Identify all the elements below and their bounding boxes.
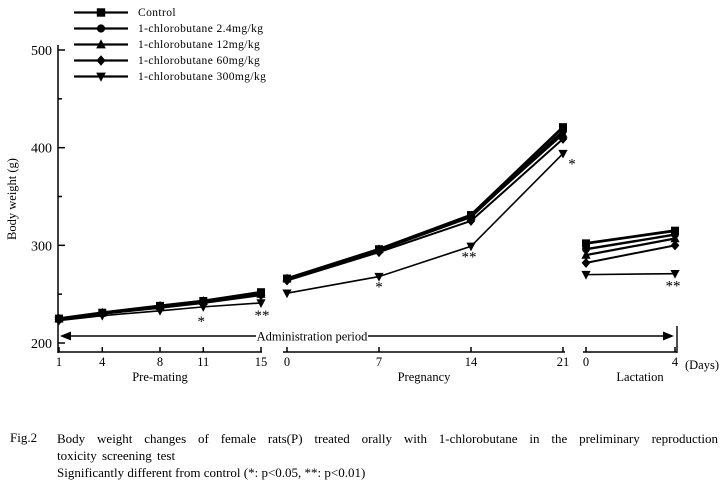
diamond-marker xyxy=(256,290,266,301)
square-marker xyxy=(671,226,679,235)
significance-marker: ** xyxy=(666,279,681,295)
diamond-marker xyxy=(96,55,106,66)
series-1-chlorobutane-2-4mg-kg xyxy=(55,127,679,324)
diamond-marker xyxy=(282,275,292,286)
circle-marker xyxy=(582,245,590,254)
triangle-down-marker xyxy=(581,270,591,280)
triangle-up-marker-icon xyxy=(74,38,128,51)
series-1-chlorobutane-12mg-kg xyxy=(54,128,680,323)
triangle-down-marker xyxy=(466,242,476,252)
circle-marker-icon xyxy=(74,22,128,35)
significance-marker: ** xyxy=(255,308,270,324)
significance-marker: * xyxy=(568,157,576,173)
legend-label: 1-chlorobutane 2.4mg/kg xyxy=(138,22,264,35)
x-tick-label: 21 xyxy=(557,355,570,369)
legend-label: Control xyxy=(138,6,176,19)
diamond-marker xyxy=(466,215,476,226)
series-1-chlorobutane-300mg-kg xyxy=(54,149,680,326)
x-tick-label: 0 xyxy=(284,355,290,369)
y-tick-label: 500 xyxy=(31,44,52,59)
x-tick-label: 4 xyxy=(672,355,679,369)
square-marker xyxy=(582,239,590,248)
triangle-down-marker xyxy=(198,303,208,312)
caption-text: Body weight changes of female rats(P) tr… xyxy=(57,430,718,481)
diamond-marker xyxy=(558,133,568,144)
significance-marker: ** xyxy=(462,249,477,265)
y-axis xyxy=(57,45,65,353)
triangle-down-marker xyxy=(256,299,266,308)
legend-item-control: Control xyxy=(74,6,266,19)
x-tick-label: 1 xyxy=(56,355,62,369)
legend-label: 1-chlorobutane 12mg/kg xyxy=(138,38,261,51)
triangle-down-marker xyxy=(96,72,106,82)
triangle-down-marker xyxy=(558,149,568,159)
triangle-down-marker-icon xyxy=(74,70,128,83)
square-marker xyxy=(559,123,567,132)
diamond-marker xyxy=(374,247,384,258)
circle-marker xyxy=(96,24,106,33)
y-axis-title: Body weight (g) xyxy=(5,158,19,240)
figure-label: Fig.2 xyxy=(10,430,38,445)
legend-item-1-chlorobutane-60mg-kg: 1-chlorobutane 60mg/kg xyxy=(74,54,266,67)
y-tick-label: 200 xyxy=(31,337,52,352)
legend-label: 1-chlorobutane 300mg/kg xyxy=(138,70,267,83)
x-axis-lactation xyxy=(583,347,677,353)
x-tick-label: 4 xyxy=(99,355,106,369)
caption-line-2: toxicity screening test xyxy=(57,448,176,463)
triangle-down-marker xyxy=(670,269,680,279)
x-tick-label: 11 xyxy=(197,355,209,369)
legend-item-1-chlorobutane-2-4mg-kg: 1-chlorobutane 2.4mg/kg xyxy=(74,22,266,35)
legend-label: 1-chlorobutane 60mg/kg xyxy=(138,54,261,67)
y-tick-label: 400 xyxy=(31,142,52,157)
significance-marker: * xyxy=(198,314,206,330)
triangle-down-marker xyxy=(282,289,292,299)
triangle-down-marker xyxy=(155,307,165,316)
x-tick-label: 15 xyxy=(255,355,268,369)
triangle-down-marker xyxy=(97,311,107,321)
caption-line-1: Body weight changes of female rats(P) tr… xyxy=(57,431,718,446)
x-axis-pregnancy xyxy=(283,347,565,353)
x-axis-pre-mating xyxy=(58,347,262,353)
triangle-down-marker xyxy=(374,272,384,282)
administration-period-label: Administration period xyxy=(257,330,368,344)
square-marker xyxy=(96,8,106,17)
right-arrowhead-icon xyxy=(663,331,674,341)
y-tick-label: 300 xyxy=(31,239,52,254)
triangle-down-marker xyxy=(54,316,64,326)
triangle-up-marker xyxy=(558,128,568,138)
administration-period-arrow: Administration period xyxy=(60,326,678,353)
series-1-chlorobutane-60mg-kg xyxy=(54,133,680,325)
x-axis-unit-label: (Days) xyxy=(685,358,719,372)
series-control xyxy=(55,123,679,323)
diamond-marker-icon xyxy=(74,54,128,67)
left-arrowhead-icon xyxy=(60,331,71,341)
square-marker-icon xyxy=(74,6,128,19)
caption-line-3: Significantly different from control (*:… xyxy=(57,465,366,480)
legend-item-1-chlorobutane-300mg-kg: 1-chlorobutane 300mg/kg xyxy=(74,70,266,83)
segment-label-pregnancy: Pregnancy xyxy=(398,370,452,384)
triangle-up-marker xyxy=(96,39,106,49)
triangle-up-marker xyxy=(581,250,591,259)
chart-legend: Control 1-chlorobutane 2.4mg/kg 1-chlorobu… xyxy=(74,6,266,83)
segment-label-pre-mating: Pre-mating xyxy=(132,370,188,384)
legend-item-1-chlorobutane-12mg-kg: 1-chlorobutane 12mg/kg xyxy=(74,38,266,51)
x-tick-label: 8 xyxy=(157,355,163,369)
diamond-marker xyxy=(670,240,680,251)
x-tick-label: 14 xyxy=(465,355,478,369)
segment-label-lactation: Lactation xyxy=(616,370,664,384)
significance-marker: * xyxy=(375,280,383,296)
x-tick-label: 0 xyxy=(583,355,589,369)
diamond-marker xyxy=(581,257,591,268)
triangle-up-marker xyxy=(670,233,680,243)
figure-caption: Fig.2 Body weight changes of female rats… xyxy=(10,430,718,481)
x-tick-label: 7 xyxy=(376,355,382,369)
